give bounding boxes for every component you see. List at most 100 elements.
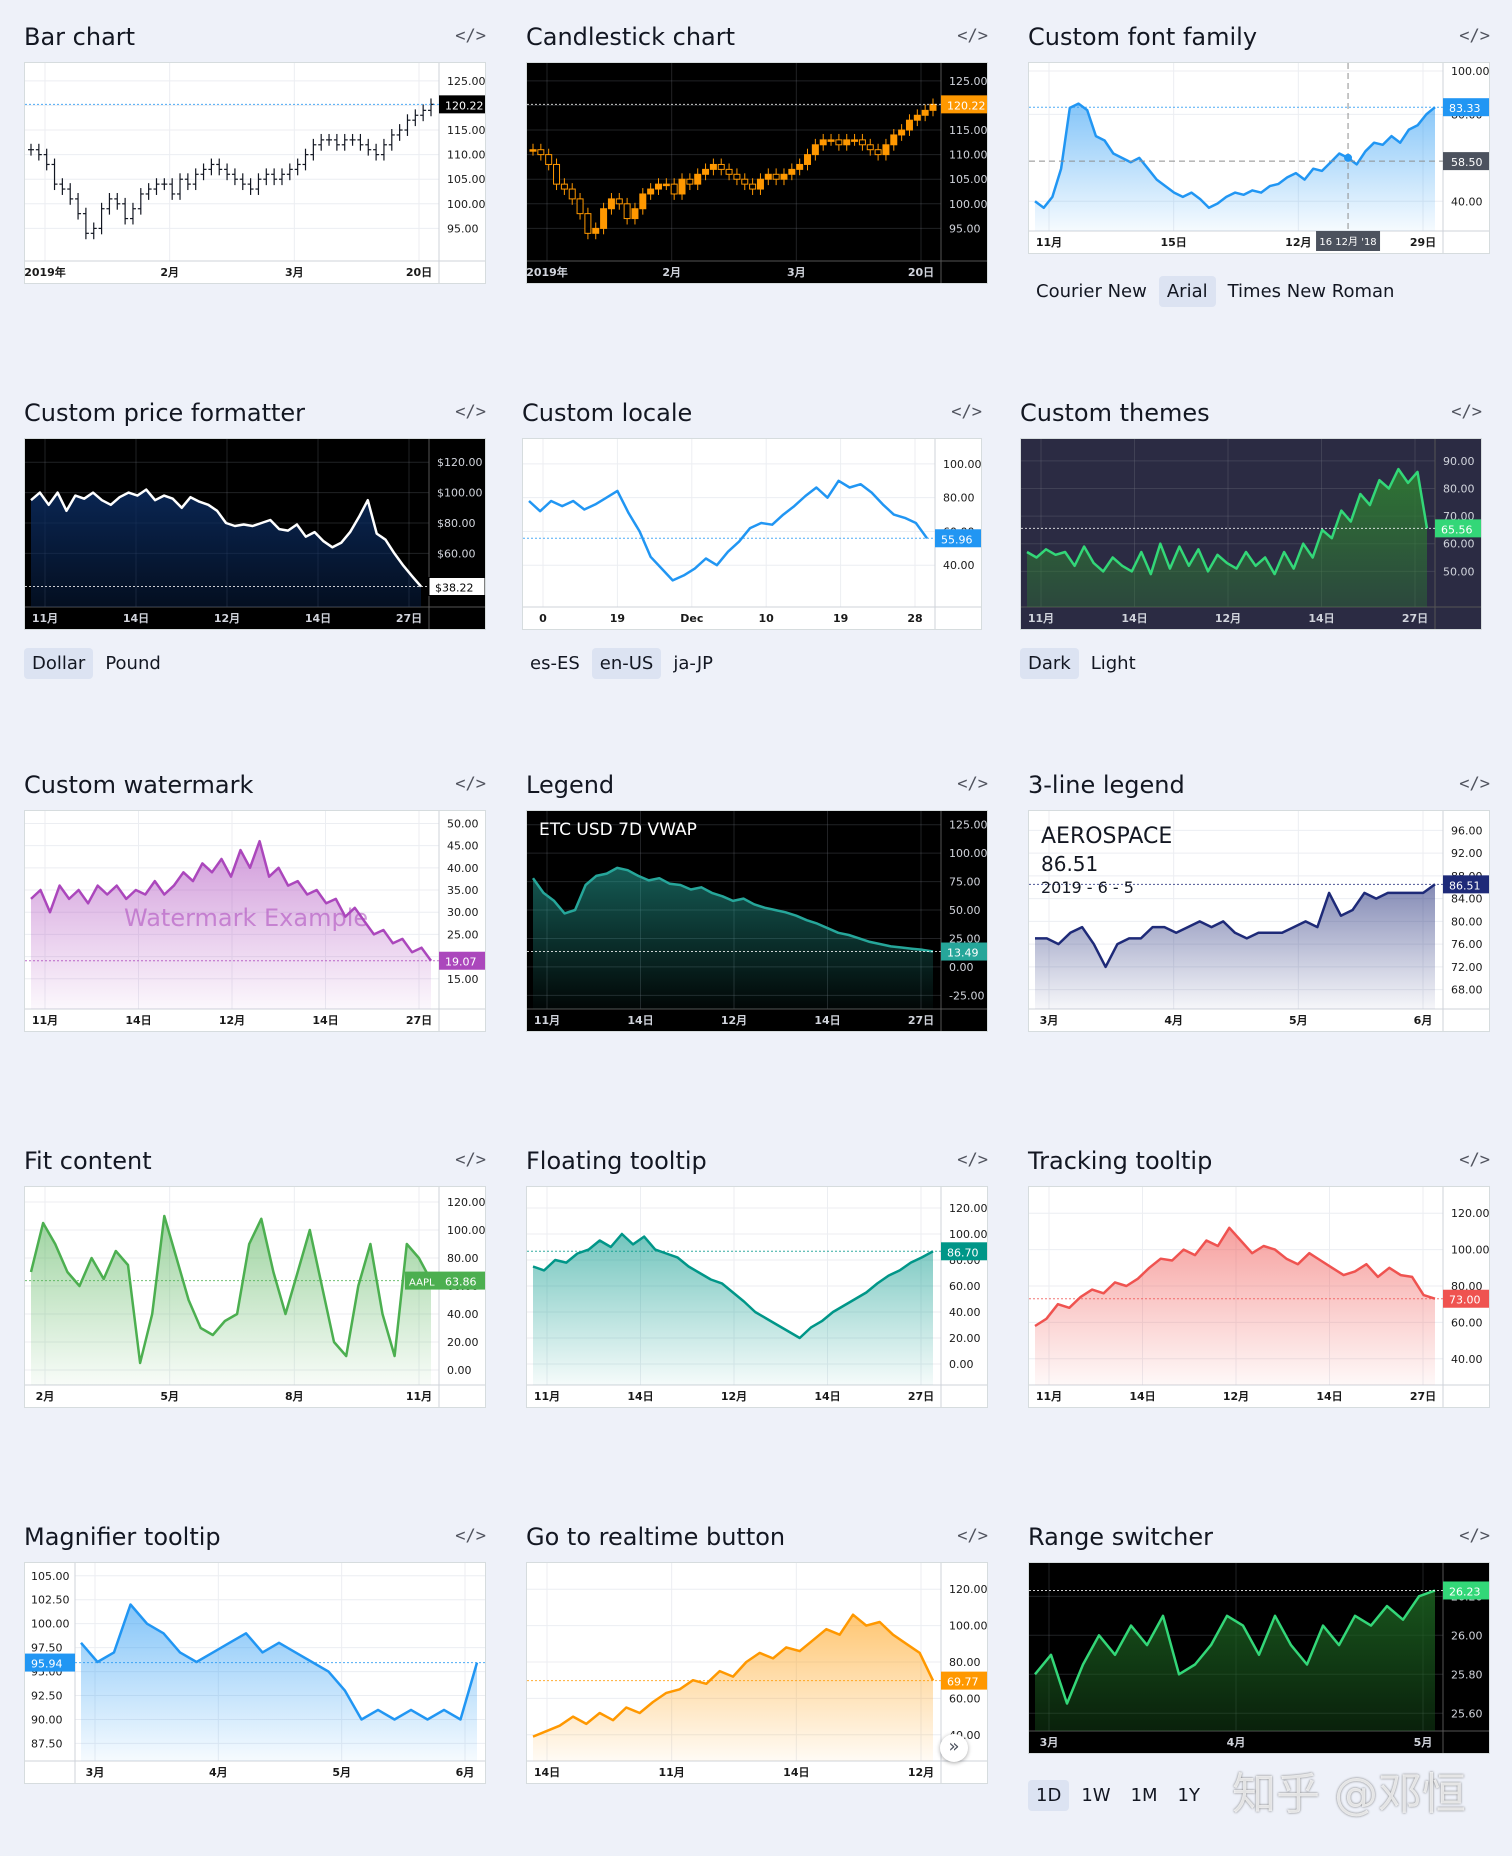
chart-custom-watermark[interactable]: 50.0045.0040.0035.0030.0025.0020.0015.00… [24,810,486,1032]
candle-body [843,139,851,146]
chart-magnifier-tooltip[interactable]: 105.00 102.50 100.00 97.50 95.00 92.50 90.00 87… [24,1562,486,1784]
y-tick-label: 105.00 [31,1570,70,1583]
chart-custom-price-formatter[interactable]: $120.00 $100.00 $80.00 $60.00 11月 14日 12月 14日 27… [24,438,486,630]
y-tick-label: 120.00 [1451,1207,1489,1220]
y-tick-label: 25.00 [447,928,479,941]
switch-button-1y[interactable]: 1Y [1177,1785,1200,1806]
card-title: Custom themes [1020,399,1210,427]
x-tick-label: 5月 [332,1766,351,1779]
switch-button-times-new-roman[interactable]: Times New Roman [1227,281,1395,302]
candle-body [654,183,662,190]
x-tick-label: 27日 [406,1014,432,1027]
chart-legend[interactable]: 125.00 100.00 75.00 50.00 25.00 0.00 -25.00 11月… [526,810,988,1032]
y-tick-label: 25.80 [1451,1668,1483,1681]
card-custom-price-formatter: Custom price formatter </> $120.00 $100.00 $… [24,398,486,728]
series-area [81,1604,477,1761]
series-area [533,1234,933,1385]
chart-custom-themes[interactable]: 90.00 80.00 70.00 60.00 50.00 11月 14日 12月 14日 27日… [1020,438,1482,630]
last-value-label: 55.96 [941,533,973,546]
code-icon[interactable]: </> [455,402,486,422]
switch-button-light[interactable]: Light [1090,653,1136,674]
x-tick-label: 27日 [908,1014,934,1027]
go-to-realtime-button[interactable]: » [940,1734,968,1762]
x-tick-label: 11月 [1036,1390,1062,1403]
card-title: Bar chart [24,23,136,51]
chart-floating-tooltip[interactable]: 120.00 100.00 80.00 60.00 40.00 20.00 0.00 11月 1… [526,1186,988,1408]
switch-button-1w[interactable]: 1W [1081,1785,1111,1806]
code-icon[interactable]: </> [951,402,982,422]
series-area [533,1614,933,1761]
y-tick-label: 90.00 [1443,455,1475,468]
chart-go-to-realtime-button[interactable]: 120.00 100.00 80.00 60.00 40.00 14日 11月 14日 12月 6… [526,1562,988,1784]
x-tick-label: 11月 [534,1390,560,1403]
code-icon[interactable]: </> [1459,26,1490,46]
x-tick-label: 27日 [396,612,422,625]
chart-svg: 125.00120.00115.00110.00105.00100.0095.0… [25,63,485,283]
chart-bar-chart[interactable]: 125.00120.00115.00110.00105.00100.0095.0… [24,62,486,284]
y-tick-label: 68.00 [1451,984,1483,997]
series-line [1034,1589,1436,1705]
x-tick-label: 11月 [32,1014,58,1027]
code-icon[interactable]: </> [1459,774,1490,794]
series-line [532,1613,935,1738]
code-icon[interactable]: </> [957,26,988,46]
y-tick-label: 40.00 [949,1306,981,1319]
code-icon[interactable]: </> [1459,1526,1490,1546]
y-tick-label: 72.00 [1451,961,1483,974]
switch-button-ja-jp[interactable]: ja-JP [673,653,714,674]
x-tick-label: 29日 [1410,236,1436,249]
series-line [528,479,929,582]
y-tick-label: 80.00 [949,1656,981,1669]
code-icon[interactable]: </> [1459,1150,1490,1170]
y-tick-label: 100.00 [949,847,987,860]
chart-candlestick-chart[interactable]: 125.00120.00115.00110.00105.00100.0095.0… [526,62,988,284]
x-tick-label: 14日 [814,1390,840,1403]
x-tick-label: 11月 [659,1766,685,1779]
card-bar-chart: Bar chart </> 125.00120.00115.00110.00105.… [24,22,486,352]
card-custom-themes: Custom themes </> 90.00 80.00 70.00 60.00 50.0… [1020,398,1482,728]
switch-button-en-us[interactable]: en-US [591,648,662,679]
switch-button-dark[interactable]: Dark [1020,648,1079,679]
last-value-label-bg [935,529,981,548]
switch-button-courier-new[interactable]: Courier New [1036,281,1147,302]
button-row: es-ES en-US ja-JP [522,648,721,679]
x-tick-label: Dec [680,612,703,625]
series-area [1035,103,1435,231]
code-icon[interactable]: </> [455,1150,486,1170]
y-tick-label: 50.00 [949,904,981,917]
last-value-label: 69.77 [947,1676,979,1689]
code-icon[interactable]: </> [957,774,988,794]
code-icon[interactable]: </> [957,1526,988,1546]
code-icon[interactable]: </> [455,26,486,46]
x-tick-label: 5月 [1289,1014,1308,1027]
y-tick-label: 76.00 [1451,938,1483,951]
series [28,98,434,240]
switch-button-es-es[interactable]: es-ES [530,653,580,674]
code-icon[interactable]: </> [455,1526,486,1546]
chart-tracking-tooltip[interactable]: 120.00 100.00 80.00 60.00 40.00 11月 14日 12月 14日 2… [1028,1186,1490,1408]
candle-body [733,173,741,180]
chart-3-line-legend[interactable]: 96.0092.0088.0084.0080.0076.0072.0068.00… [1028,810,1490,1032]
switch-button-1d[interactable]: 1D [1028,1780,1070,1811]
switch-button-dollar[interactable]: Dollar [24,648,94,679]
candle-body [615,198,623,205]
code-icon[interactable]: </> [957,1150,988,1170]
y-tick-label: 30.00 [447,906,479,919]
code-icon[interactable]: </> [455,774,486,794]
chart-fit-content[interactable]: 120.00100.0080.0060.0040.0020.000.002月5月… [24,1186,486,1408]
switch-button-1m[interactable]: 1M [1130,1785,1158,1806]
x-tick-label: 11月 [32,612,58,625]
candle-body [858,139,866,146]
series-line [30,839,433,962]
switch-button-pound[interactable]: Pound [105,653,161,674]
switch-button-arial[interactable]: Arial [1158,276,1216,307]
y-tick-label: 35.00 [447,884,479,897]
x-tick-label: 6月 [1414,1014,1433,1027]
code-icon[interactable]: </> [1451,402,1482,422]
